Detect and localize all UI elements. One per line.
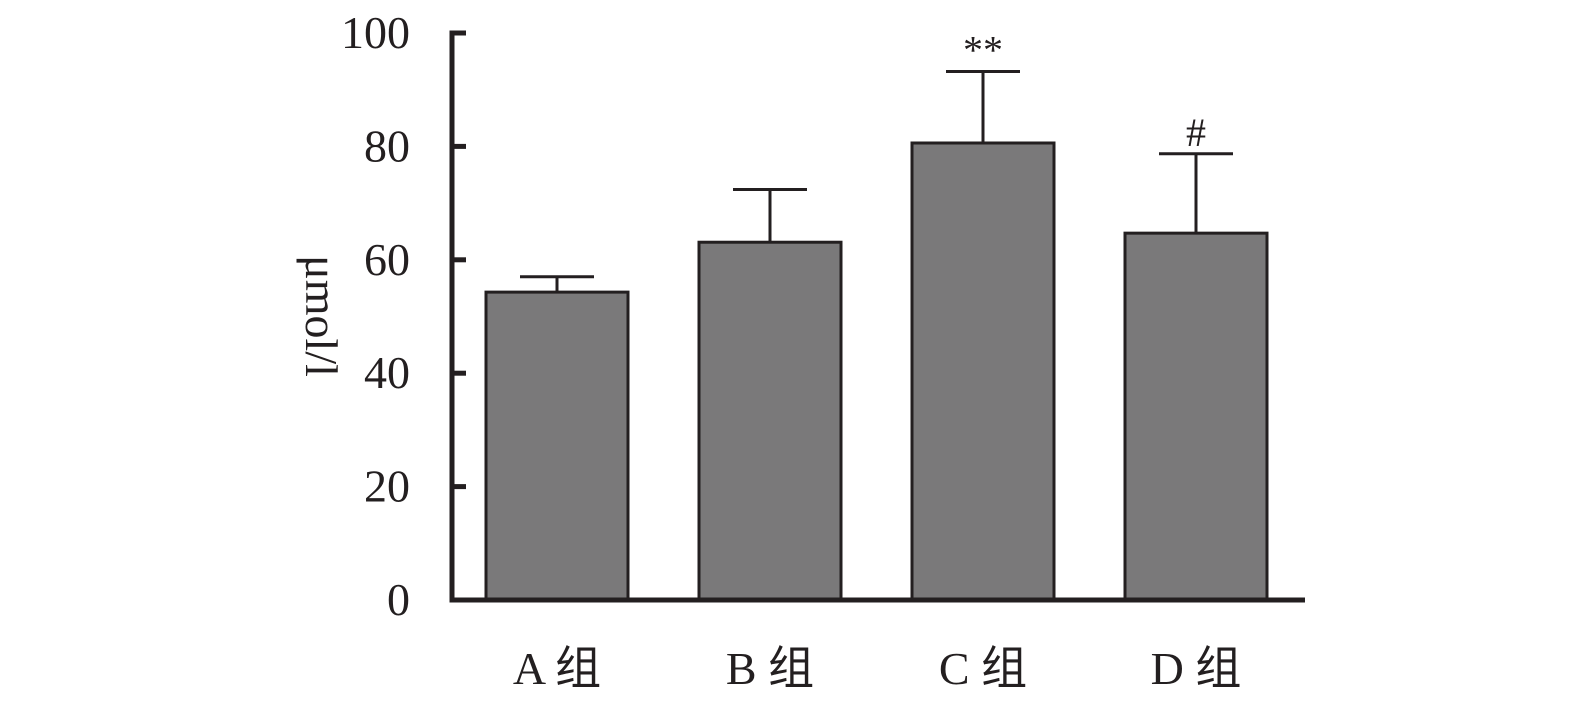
x-tick-label-4: D 组 — [1151, 643, 1242, 694]
y-tick-label-60: 60 — [364, 234, 410, 285]
x-tick-label-3: C 组 — [939, 643, 1027, 694]
y-tick-label-40: 40 — [364, 347, 410, 398]
bar-3 — [910, 141, 1056, 602]
significance-marker-4: # — [1186, 110, 1206, 155]
plot-area: A 组 B 组 ** C 组 # D 组 0 20 40 60 80 100 — [341, 7, 1305, 694]
significance-marker-3: ** — [963, 28, 1003, 73]
y-axis-title: μmol/l — [296, 255, 347, 377]
bar-2 — [697, 240, 843, 602]
bar-1 — [484, 290, 630, 602]
bar-4 — [1123, 231, 1269, 602]
y-tick-label-100: 100 — [341, 7, 410, 58]
x-tick-label-2: B 组 — [726, 643, 814, 694]
y-tick-label-80: 80 — [364, 120, 410, 171]
y-tick-label-0: 0 — [387, 574, 410, 625]
y-tick-label-20: 20 — [364, 461, 410, 512]
x-tick-label-1: A 组 — [513, 643, 601, 694]
